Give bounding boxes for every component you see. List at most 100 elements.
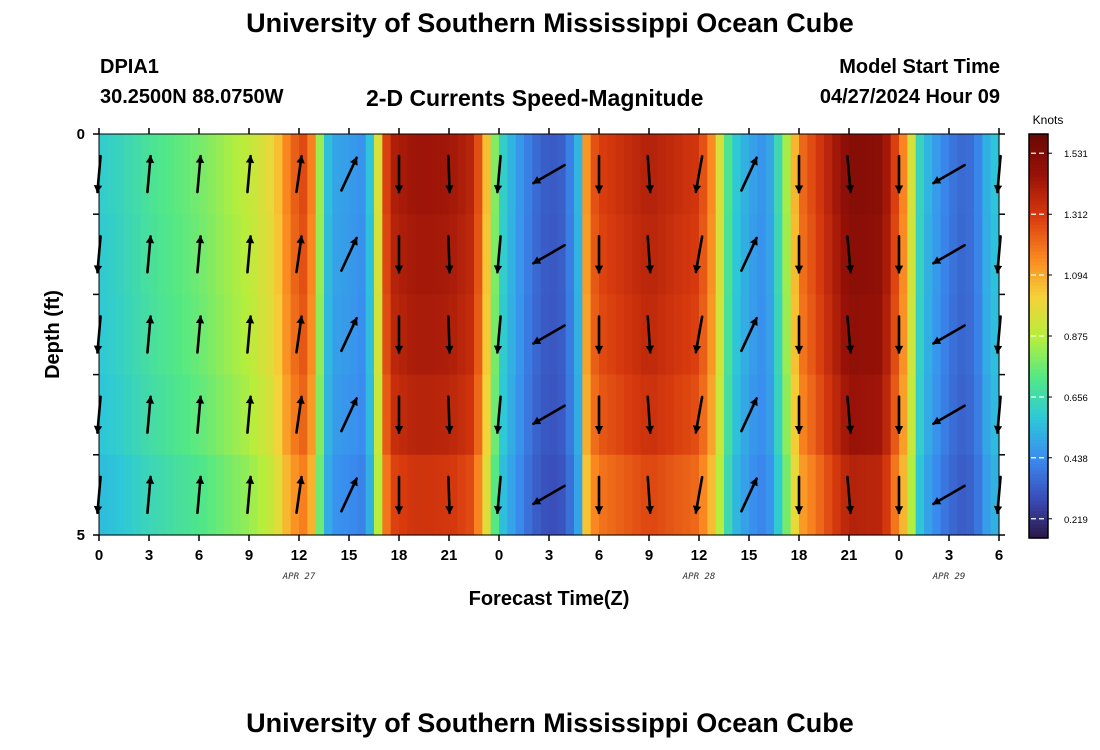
heatmap-cell (957, 134, 967, 215)
heatmap-cell (940, 374, 950, 456)
heatmap-cell (240, 294, 250, 376)
current-vector-head (445, 345, 454, 354)
current-vector-arrow (493, 154, 503, 194)
heatmap-cell (582, 294, 592, 376)
y-tick-label: 0 (77, 126, 85, 143)
x-tick-label: 12 (291, 547, 308, 564)
heatmap-cell (190, 454, 200, 536)
heatmap-cell (265, 134, 275, 215)
heatmap-cell (724, 454, 733, 536)
current-vector-arrow (195, 475, 205, 515)
heatmap-cell (249, 374, 258, 456)
heatmap-cell (790, 294, 800, 376)
current-vector-arrow (894, 154, 904, 194)
heatmap-cell (207, 214, 217, 295)
heatmap-cell (557, 134, 567, 215)
heatmap-cell (857, 134, 867, 215)
heatmap-cell (940, 134, 950, 215)
current-vector-arrow (445, 315, 454, 354)
current-vector-head (594, 185, 604, 194)
heatmap-cell (690, 374, 700, 456)
heatmap-cell (707, 454, 717, 536)
colorbar-segment (1029, 258, 1048, 263)
heatmap-cell (215, 454, 225, 536)
heatmap-cell (790, 454, 800, 536)
current-vector-arrow (195, 315, 205, 354)
heatmap-cell (532, 134, 542, 215)
colorbar-segment (1029, 275, 1048, 280)
heatmap-cell (132, 214, 142, 295)
current-vector-arrow (245, 315, 255, 354)
current-vector-head (445, 506, 454, 514)
current-vector-head (145, 155, 155, 164)
heatmap-cell (907, 374, 917, 456)
colorbar-segment (1029, 248, 1048, 253)
heatmap-cell (749, 294, 758, 376)
heatmap-cell (390, 454, 400, 536)
heatmap-cell (365, 134, 375, 215)
heatmap-cell (799, 294, 808, 376)
heatmap-cell (249, 454, 258, 536)
heatmap-cell (565, 294, 575, 376)
heatmap-cell (482, 374, 492, 456)
colorbar-segment (1029, 453, 1048, 458)
heatmap-cell (490, 134, 500, 215)
heatmap-cell (149, 294, 158, 376)
colorbar-segment (1029, 477, 1048, 482)
heatmap-cell (382, 374, 392, 456)
colorbar-segment (1029, 511, 1048, 516)
colorbar-segment (1029, 447, 1048, 452)
heatmap-cell (632, 134, 642, 215)
current-vector-head (349, 477, 358, 487)
heatmap-cell (549, 134, 558, 215)
heatmap-cell (882, 134, 892, 215)
colorbar-segment (1029, 187, 1048, 192)
current-vector-arrow (394, 315, 404, 354)
heatmap-cell (199, 214, 208, 295)
heatmap-cell (240, 374, 250, 456)
heatmap-cell (824, 374, 833, 456)
heatmap-cell (165, 294, 175, 376)
colorbar-segment (1029, 410, 1048, 415)
heatmap-cell (865, 454, 875, 536)
heatmap-cell (407, 454, 417, 536)
colorbar-segment (1029, 507, 1048, 512)
heatmap-cell (665, 294, 675, 376)
heatmap-cell (865, 374, 875, 456)
plot-title: 2-D Currents Speed-Magnitude (366, 85, 704, 111)
heatmap-cell (490, 214, 500, 295)
current-vector-arrow (340, 156, 358, 192)
heatmap-cell (257, 294, 267, 376)
heatmap-cell (957, 374, 967, 456)
current-vector-arrow (845, 475, 855, 515)
current-vector-head (245, 475, 255, 484)
heatmap-cell (182, 134, 192, 215)
colorbar-segment (1029, 309, 1048, 314)
heatmap-cell (665, 374, 675, 456)
heatmap-cell (165, 454, 175, 536)
colorbar-segment (1029, 406, 1048, 411)
heatmap-cell (140, 294, 150, 376)
heatmap-cell (190, 294, 200, 376)
heatmap-cell (99, 374, 108, 456)
heatmap-cell (215, 294, 225, 376)
current-vector-arrow (340, 236, 358, 272)
heatmap-cell (990, 214, 1000, 295)
heatmap-cell (824, 294, 833, 376)
current-vector-arrow (740, 397, 758, 433)
heatmap-cell (457, 214, 467, 295)
heatmap-cell (807, 214, 817, 295)
heatmap-cell (557, 454, 567, 536)
heatmap-cell (757, 294, 767, 376)
current-vector-arrow (692, 315, 704, 354)
heatmap-cell (390, 134, 400, 215)
heatmap-cell (299, 134, 308, 215)
colorbar-segment (1029, 315, 1048, 320)
heatmap-cell (249, 214, 258, 295)
current-vector-arrow (532, 484, 566, 506)
heatmap-cell (924, 454, 933, 536)
colorbar-segment (1029, 490, 1048, 495)
heatmap-cell (340, 214, 350, 295)
colorbar-segment (1029, 413, 1048, 418)
heatmap-cell (399, 454, 408, 536)
